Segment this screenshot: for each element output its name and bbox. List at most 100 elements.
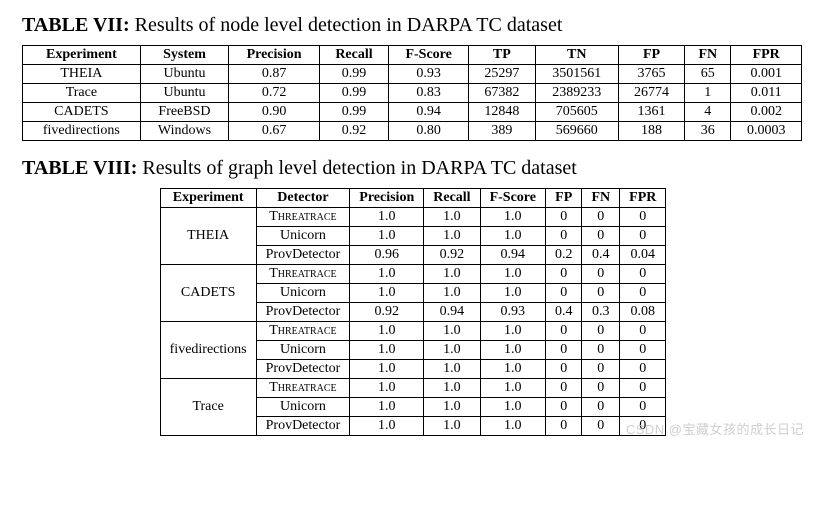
table-cell: 4 — [685, 103, 731, 122]
table8-title: Results of graph level detection in DARP… — [142, 157, 576, 179]
column-header: TN — [535, 46, 618, 65]
table-cell: 67382 — [469, 84, 535, 103]
table-cell: 0.94 — [480, 246, 545, 265]
table-cell: 1.0 — [424, 208, 480, 227]
table-cell: fivedirections — [23, 122, 141, 141]
table-cell: 0 — [545, 417, 582, 436]
table-cell: 0 — [545, 360, 582, 379]
table-cell: 1.0 — [350, 379, 424, 398]
column-header: Precision — [229, 46, 320, 65]
table-cell: 0 — [620, 398, 666, 417]
table7: ExperimentSystemPrecisionRecallF-ScoreTP… — [22, 45, 802, 141]
table8-label: TABLE VIII: — [22, 157, 137, 179]
table-row: THEIAUbuntu0.870.990.9325297350156137656… — [23, 65, 802, 84]
table-cell: 2389233 — [535, 84, 618, 103]
table-cell: 1.0 — [424, 265, 480, 284]
table-cell: 0.3 — [582, 303, 620, 322]
experiment-cell: THEIA — [160, 208, 256, 265]
detector-cell: ProvDetector — [256, 246, 350, 265]
table-cell: 25297 — [469, 65, 535, 84]
table-cell: 0 — [582, 398, 620, 417]
column-header: FPR — [731, 46, 802, 65]
table-cell: 0.80 — [389, 122, 469, 141]
table-cell: 1.0 — [350, 341, 424, 360]
table-cell: 1.0 — [480, 379, 545, 398]
column-header: TP — [469, 46, 535, 65]
detector-cell: Unicorn — [256, 398, 350, 417]
table-cell: 1.0 — [424, 398, 480, 417]
table-cell: 1.0 — [480, 227, 545, 246]
table-row: TraceThreatrace1.01.01.0000 — [160, 379, 666, 398]
table-cell: 0 — [582, 417, 620, 436]
table-cell: Windows — [140, 122, 228, 141]
table-cell: 0.011 — [731, 84, 802, 103]
table-cell: 705605 — [535, 103, 618, 122]
table-cell: 0 — [582, 208, 620, 227]
table-cell: 1.0 — [424, 360, 480, 379]
table-cell: 0.2 — [545, 246, 582, 265]
table-cell: 0 — [582, 341, 620, 360]
table-cell: FreeBSD — [140, 103, 228, 122]
table-cell: 0.93 — [389, 65, 469, 84]
table-cell: CADETS — [23, 103, 141, 122]
page: TABLE VII: Results of node level detecti… — [0, 0, 826, 444]
column-header: Recall — [319, 46, 388, 65]
table-cell: 26774 — [618, 84, 684, 103]
table-cell: 0 — [545, 322, 582, 341]
table-cell: 1.0 — [350, 227, 424, 246]
table-cell: 0.94 — [389, 103, 469, 122]
table-cell: 0.90 — [229, 103, 320, 122]
table-cell: 3765 — [618, 65, 684, 84]
detector-cell: ProvDetector — [256, 303, 350, 322]
table-cell: 1 — [685, 84, 731, 103]
table-cell: 0.92 — [350, 303, 424, 322]
detector-cell: Unicorn — [256, 227, 350, 246]
table-cell: 1.0 — [350, 265, 424, 284]
table-cell: 0 — [582, 379, 620, 398]
detector-cell: ProvDetector — [256, 417, 350, 436]
table-cell: 0 — [545, 208, 582, 227]
table-cell: 1.0 — [480, 360, 545, 379]
table-cell: 1.0 — [480, 265, 545, 284]
table-cell: 1.0 — [424, 322, 480, 341]
column-header: FP — [618, 46, 684, 65]
table-cell: 0 — [545, 284, 582, 303]
table-cell: 3501561 — [535, 65, 618, 84]
table-cell: 1.0 — [350, 208, 424, 227]
table-cell: 0 — [582, 284, 620, 303]
detector-cell: ProvDetector — [256, 360, 350, 379]
table8: ExperimentDetectorPrecisionRecallF-Score… — [160, 188, 667, 436]
table-cell: 0.002 — [731, 103, 802, 122]
table-row: TraceUbuntu0.720.990.8367382238923326774… — [23, 84, 802, 103]
table-cell: 188 — [618, 122, 684, 141]
table-cell: 0.83 — [389, 84, 469, 103]
table-cell: 0 — [620, 341, 666, 360]
table-cell: THEIA — [23, 65, 141, 84]
table-cell: 1.0 — [424, 379, 480, 398]
table-cell: 0.92 — [319, 122, 388, 141]
table-cell: 1.0 — [350, 398, 424, 417]
column-header: System — [140, 46, 228, 65]
table-cell: 1.0 — [424, 284, 480, 303]
table-cell: 0.67 — [229, 122, 320, 141]
table-cell: 1.0 — [480, 284, 545, 303]
table-cell: 0.93 — [480, 303, 545, 322]
table-cell: 0 — [545, 227, 582, 246]
table-cell: 0 — [545, 379, 582, 398]
column-header: Precision — [350, 189, 424, 208]
table7-title: Results of node level detection in DARPA… — [135, 14, 563, 36]
table-cell: 0.72 — [229, 84, 320, 103]
table-cell: 0.0003 — [731, 122, 802, 141]
column-header: F-Score — [480, 189, 545, 208]
experiment-cell: Trace — [160, 379, 256, 436]
detector-cell: Unicorn — [256, 284, 350, 303]
table-cell: Ubuntu — [140, 84, 228, 103]
table-cell: 0 — [582, 265, 620, 284]
table-cell: 0.96 — [350, 246, 424, 265]
table8-wrap: ExperimentDetectorPrecisionRecallF-Score… — [22, 188, 804, 436]
table-cell: 0.99 — [319, 84, 388, 103]
detector-cell: Threatrace — [256, 379, 350, 398]
table-cell: 0 — [545, 265, 582, 284]
table-cell: 1.0 — [480, 398, 545, 417]
table-cell: 0.87 — [229, 65, 320, 84]
